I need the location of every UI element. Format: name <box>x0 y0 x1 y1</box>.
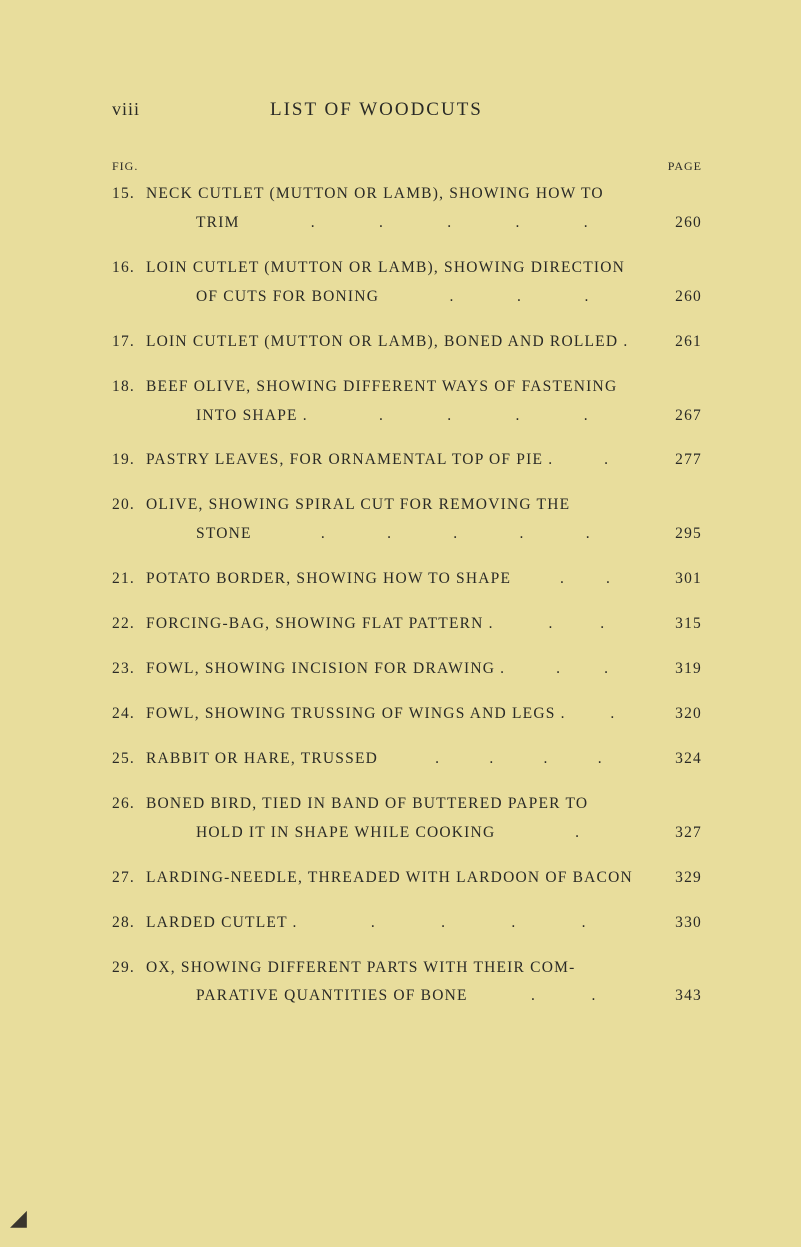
entry-number: 21. <box>112 569 146 590</box>
leader-dots: ... <box>379 287 660 308</box>
list-item: 16.LOIN CUTLET (MUTTON OR LAMB), SHOWING… <box>112 258 702 279</box>
entry-number: 29. <box>112 958 146 979</box>
entry-number: 24. <box>112 704 146 725</box>
entry-text: POTATO BORDER, SHOWING HOW TO SHAPE.. <box>146 569 660 590</box>
entry-number: 19. <box>112 450 146 471</box>
entry-page: 261 <box>660 332 702 353</box>
entry-text: FORCING-BAG, SHOWING FLAT PATTERN ... <box>146 614 660 635</box>
entry-text: PASTRY LEAVES, FOR ORNAMENTAL TOP OF PIE… <box>146 450 660 471</box>
leader-dots: .. <box>505 659 660 680</box>
leader-dots: .. <box>511 569 660 590</box>
entry-page: 320 <box>660 704 702 725</box>
entry-text-line1: OX, SHOWING DIFFERENT PARTS WITH THEIR C… <box>146 958 702 979</box>
list-item: 26.BONED BIRD, TIED IN BAND OF BUTTERED … <box>112 794 702 815</box>
entry-number: 25. <box>112 749 146 770</box>
entry-text-line2: STONE..... <box>112 524 660 545</box>
page-label: PAGE <box>668 159 702 174</box>
column-labels: FIG. PAGE <box>112 159 702 174</box>
entry-text-line1: OLIVE, SHOWING SPIRAL CUT FOR REMOVING T… <box>146 495 702 516</box>
entry-text-line1: NECK CUTLET (MUTTON OR LAMB), SHOWING HO… <box>146 184 702 205</box>
entry-text: FOWL, SHOWING TRUSSING OF WINGS AND LEGS… <box>146 704 660 725</box>
list-item: 18.BEEF OLIVE, SHOWING DIFFERENT WAYS OF… <box>112 377 702 398</box>
leader-dots: .... <box>308 406 660 427</box>
list-item: 15.NECK CUTLET (MUTTON OR LAMB), SHOWING… <box>112 184 702 205</box>
entry-text-line1: LOIN CUTLET (MUTTON OR LAMB), SHOWING DI… <box>146 258 702 279</box>
page-title: LIST OF WOODCUTS <box>270 99 483 121</box>
entry-text-line2: HOLD IT IN SHAPE WHILE COOKING. <box>112 823 660 844</box>
leader-dots: .... <box>378 749 660 770</box>
entry-page: 315 <box>660 614 702 635</box>
list-item: 17.LOIN CUTLET (MUTTON OR LAMB), BONED A… <box>112 332 702 353</box>
entry-number: 18. <box>112 377 146 398</box>
page-header: viii LIST OF WOODCUTS <box>112 99 702 121</box>
list-item: 25.RABBIT OR HARE, TRUSSED....324 <box>112 749 702 770</box>
entry-page: 329 <box>660 868 702 889</box>
list-item: 23.FOWL, SHOWING INCISION FOR DRAWING ..… <box>112 659 702 680</box>
entry-text: FOWL, SHOWING INCISION FOR DRAWING ... <box>146 659 660 680</box>
list-item: 19.PASTRY LEAVES, FOR ORNAMENTAL TOP OF … <box>112 450 702 471</box>
leader-dots: ..... <box>240 213 660 234</box>
leader-dots: .. <box>494 614 660 635</box>
entry-number: 28. <box>112 913 146 934</box>
entry-text-line1: BONED BIRD, TIED IN BAND OF BUTTERED PAP… <box>146 794 702 815</box>
entry-text-line2: INTO SHAPE ..... <box>112 406 660 427</box>
list-item-cont: PARATIVE QUANTITIES OF BONE..343 <box>112 986 702 1007</box>
list-item: 20.OLIVE, SHOWING SPIRAL CUT FOR REMOVIN… <box>112 495 702 516</box>
entry-page: 260 <box>660 213 702 234</box>
leader-dots: . <box>566 704 660 725</box>
leader-dots: ..... <box>252 524 660 545</box>
entry-text-line2: PARATIVE QUANTITIES OF BONE.. <box>112 986 660 1007</box>
list-item: 21.POTATO BORDER, SHOWING HOW TO SHAPE..… <box>112 569 702 590</box>
entry-number: 20. <box>112 495 146 516</box>
list-item: 27.LARDING-NEEDLE, THREADED WITH LARDOON… <box>112 868 702 889</box>
entry-page: 319 <box>660 659 702 680</box>
entry-page: 277 <box>660 450 702 471</box>
entry-page: 343 <box>660 986 702 1007</box>
leader-dots: .... <box>298 913 660 934</box>
entries-list: 15.NECK CUTLET (MUTTON OR LAMB), SHOWING… <box>112 184 702 1007</box>
leader-dots: .. <box>468 986 660 1007</box>
entry-page: 324 <box>660 749 702 770</box>
entry-number: 27. <box>112 868 146 889</box>
entry-text: LARDING-NEEDLE, THREADED WITH LARDOON OF… <box>146 868 660 889</box>
leader-dots: . <box>553 450 660 471</box>
list-item-cont: HOLD IT IN SHAPE WHILE COOKING.327 <box>112 823 702 844</box>
entry-number: 16. <box>112 258 146 279</box>
entry-number: 22. <box>112 614 146 635</box>
entry-page: 295 <box>660 524 702 545</box>
fig-label: FIG. <box>112 159 138 174</box>
page-roman: viii <box>112 99 210 120</box>
list-item-cont: INTO SHAPE .....267 <box>112 406 702 427</box>
entry-text: LOIN CUTLET (MUTTON OR LAMB), BONED AND … <box>146 332 660 353</box>
list-item: 29.OX, SHOWING DIFFERENT PARTS WITH THEI… <box>112 958 702 979</box>
list-item: 24.FOWL, SHOWING TRUSSING OF WINGS AND L… <box>112 704 702 725</box>
list-item-cont: STONE.....295 <box>112 524 702 545</box>
entry-text-line1: BEEF OLIVE, SHOWING DIFFERENT WAYS OF FA… <box>146 377 702 398</box>
list-item-cont: OF CUTS FOR BONING...260 <box>112 287 702 308</box>
entry-text-line2: TRIM..... <box>112 213 660 234</box>
entry-number: 15. <box>112 184 146 205</box>
entry-page: 260 <box>660 287 702 308</box>
list-item: 22.FORCING-BAG, SHOWING FLAT PATTERN ...… <box>112 614 702 635</box>
entry-page: 301 <box>660 569 702 590</box>
entry-number: 23. <box>112 659 146 680</box>
page-content: viii LIST OF WOODCUTS FIG. PAGE 15.NECK … <box>112 99 702 1031</box>
caret-mark: ◢ <box>10 1205 27 1231</box>
entry-text-line2: OF CUTS FOR BONING... <box>112 287 660 308</box>
entry-text: LARDED CUTLET ..... <box>146 913 660 934</box>
entry-page: 267 <box>660 406 702 427</box>
entry-page: 327 <box>660 823 702 844</box>
list-item-cont: TRIM.....260 <box>112 213 702 234</box>
entry-number: 26. <box>112 794 146 815</box>
entry-number: 17. <box>112 332 146 353</box>
leader-dots: . <box>495 823 660 844</box>
entry-page: 330 <box>660 913 702 934</box>
list-item: 28.LARDED CUTLET .....330 <box>112 913 702 934</box>
entry-text: RABBIT OR HARE, TRUSSED.... <box>146 749 660 770</box>
